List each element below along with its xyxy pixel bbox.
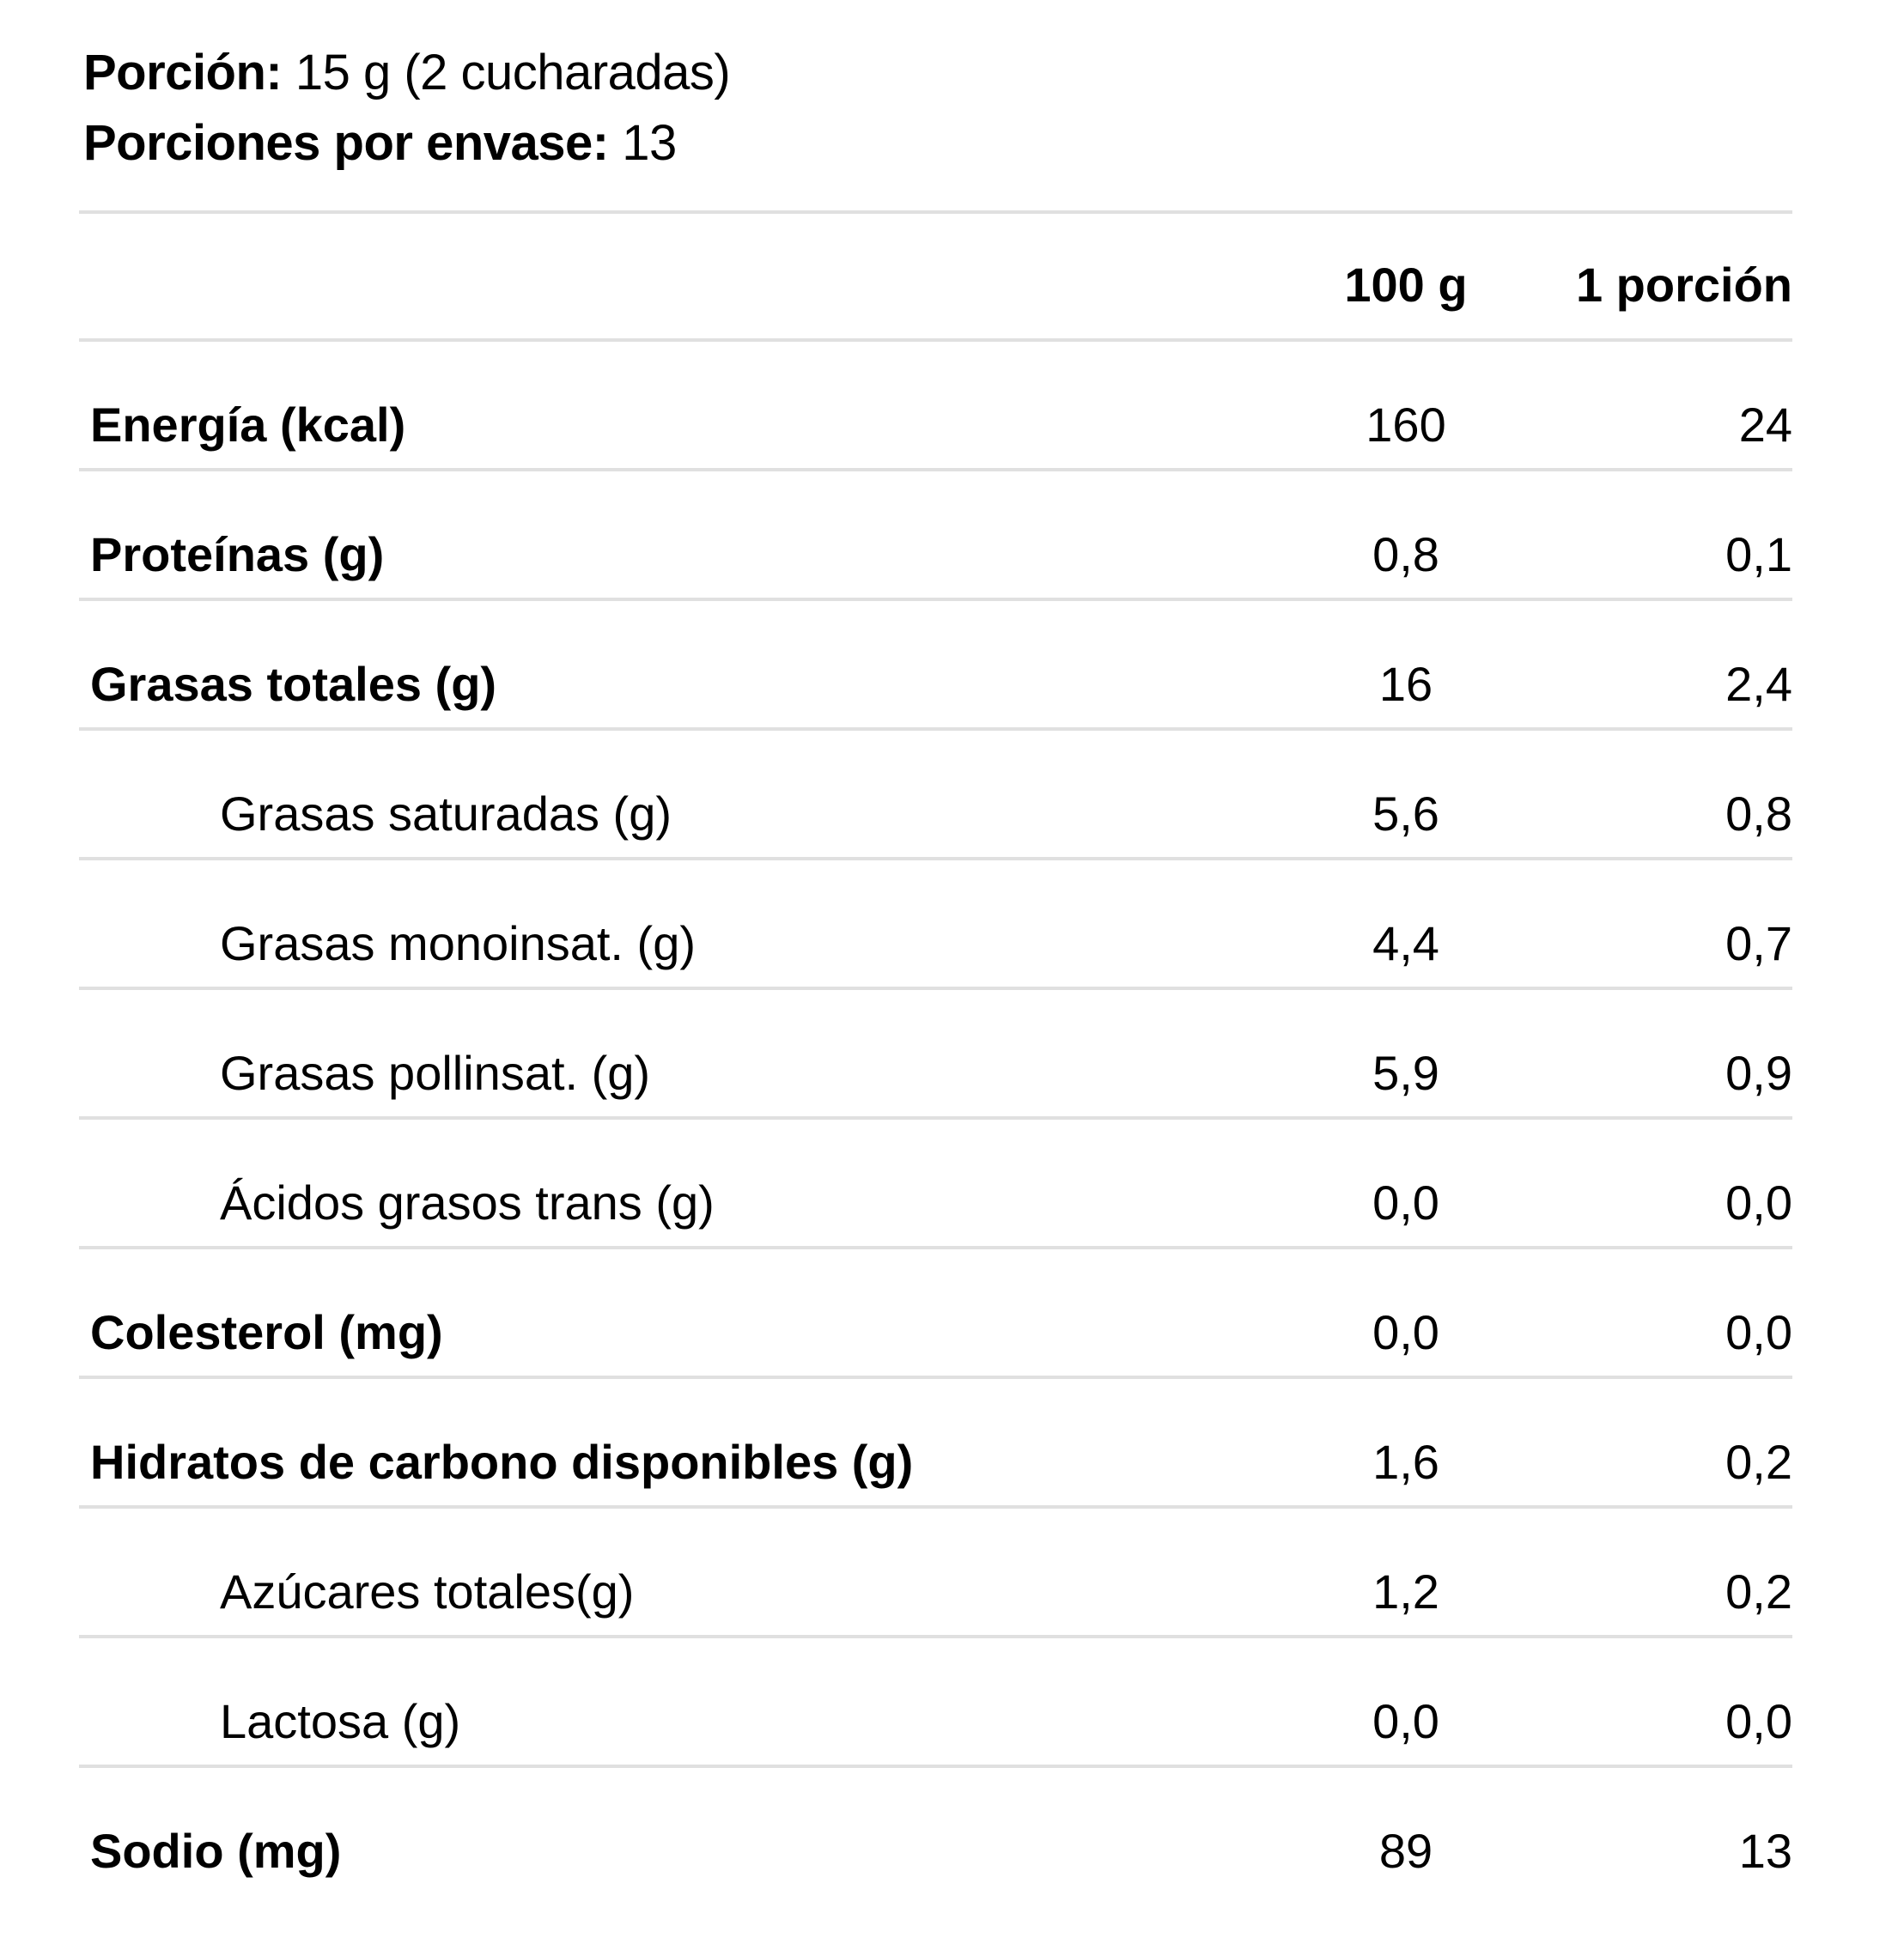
table-row: Proteínas (g) 0,8 0,1 xyxy=(79,471,1792,601)
table-row: Hidratos de carbono disponibles (g) 1,6 … xyxy=(79,1379,1792,1509)
value-per-100g: 5,9 xyxy=(1372,1046,1439,1100)
table-row: Lactosa (g) 0,0 0,0 xyxy=(79,1638,1792,1768)
value-per-100g: 1,2 xyxy=(1372,1564,1439,1619)
value-per-100g: 0,0 xyxy=(1372,1694,1439,1748)
value-per-100g: 89 xyxy=(1378,1824,1433,1878)
serving-info: Porción: 15 g (2 cucharadas) Porciones p… xyxy=(83,38,731,179)
row-label: Energía (kcal) xyxy=(90,398,406,452)
value-per-100g: 16 xyxy=(1378,657,1433,711)
table-row: Ácidos grasos trans (g) 0,0 0,0 xyxy=(79,1120,1792,1249)
table-row: Energía (kcal) 160 24 xyxy=(79,342,1792,471)
value-per-portion: 0,8 xyxy=(1725,787,1792,841)
row-label: Ácidos grasos trans (g) xyxy=(220,1176,715,1230)
table-row: Grasas monoinsat. (g) 4,4 0,7 xyxy=(79,860,1792,990)
row-label: Azúcares totales(g) xyxy=(220,1564,635,1619)
table-header-row: 100 g 1 porción xyxy=(79,214,1792,342)
table-row: Colesterol (mg) 0,0 0,0 xyxy=(79,1249,1792,1379)
portion-label: Porción: xyxy=(83,45,283,100)
value-per-portion: 0,0 xyxy=(1725,1694,1792,1748)
value-per-portion: 0,7 xyxy=(1725,916,1792,970)
value-per-portion: 0,2 xyxy=(1725,1564,1792,1619)
value-per-portion: 0,2 xyxy=(1725,1435,1792,1489)
value-per-portion: 0,0 xyxy=(1725,1176,1792,1230)
value-per-100g: 4,4 xyxy=(1372,916,1439,970)
table-row: Azúcares totales(g) 1,2 0,2 xyxy=(79,1509,1792,1638)
value-per-portion: 0,1 xyxy=(1725,527,1792,581)
value-per-100g: 5,6 xyxy=(1372,787,1439,841)
row-label: Proteínas (g) xyxy=(90,527,385,581)
value-per-portion: 13 xyxy=(1738,1824,1792,1878)
row-label: Sodio (mg) xyxy=(90,1824,342,1878)
servings-per-package-value: 13 xyxy=(622,115,677,171)
value-per-100g: 0,8 xyxy=(1372,527,1439,581)
table-body: Energía (kcal) 160 24 Proteínas (g) 0,8 … xyxy=(79,342,1792,1898)
row-label: Hidratos de carbono disponibles (g) xyxy=(90,1435,914,1489)
value-per-portion: 0,0 xyxy=(1725,1305,1792,1359)
value-per-portion: 0,9 xyxy=(1725,1046,1792,1100)
value-per-portion: 2,4 xyxy=(1725,657,1792,711)
servings-per-package-label: Porciones por envase: xyxy=(83,115,609,171)
table-row: Sodio (mg) 89 13 xyxy=(79,1768,1792,1898)
column-header-1-porcion: 1 porción xyxy=(1575,258,1792,312)
column-header-100g: 100 g xyxy=(1344,258,1468,312)
table-row: Grasas totales (g) 16 2,4 xyxy=(79,601,1792,731)
row-label: Grasas totales (g) xyxy=(90,657,497,711)
table-row: Grasas pollinsat. (g) 5,9 0,9 xyxy=(79,990,1792,1120)
nutrition-table: 100 g 1 porción Energía (kcal) 160 24 Pr… xyxy=(79,210,1792,1898)
value-per-100g: 0,0 xyxy=(1372,1176,1439,1230)
portion-value: 15 g (2 cucharadas) xyxy=(295,45,731,100)
servings-per-package-line: Porciones por envase: 13 xyxy=(83,108,730,179)
value-per-100g: 0,0 xyxy=(1372,1305,1439,1359)
row-label: Grasas pollinsat. (g) xyxy=(220,1046,651,1100)
portion-line: Porción: 15 g (2 cucharadas) xyxy=(83,38,731,108)
row-label: Grasas saturadas (g) xyxy=(220,787,672,841)
value-per-100g: 160 xyxy=(1366,398,1446,452)
row-label: Lactosa (g) xyxy=(220,1694,461,1748)
value-per-portion: 24 xyxy=(1738,398,1792,452)
row-label: Grasas monoinsat. (g) xyxy=(220,916,696,970)
row-label: Colesterol (mg) xyxy=(90,1305,443,1359)
header-spacer xyxy=(79,257,1303,338)
value-per-100g: 1,6 xyxy=(1372,1435,1439,1489)
table-row: Grasas saturadas (g) 5,6 0,8 xyxy=(79,731,1792,860)
